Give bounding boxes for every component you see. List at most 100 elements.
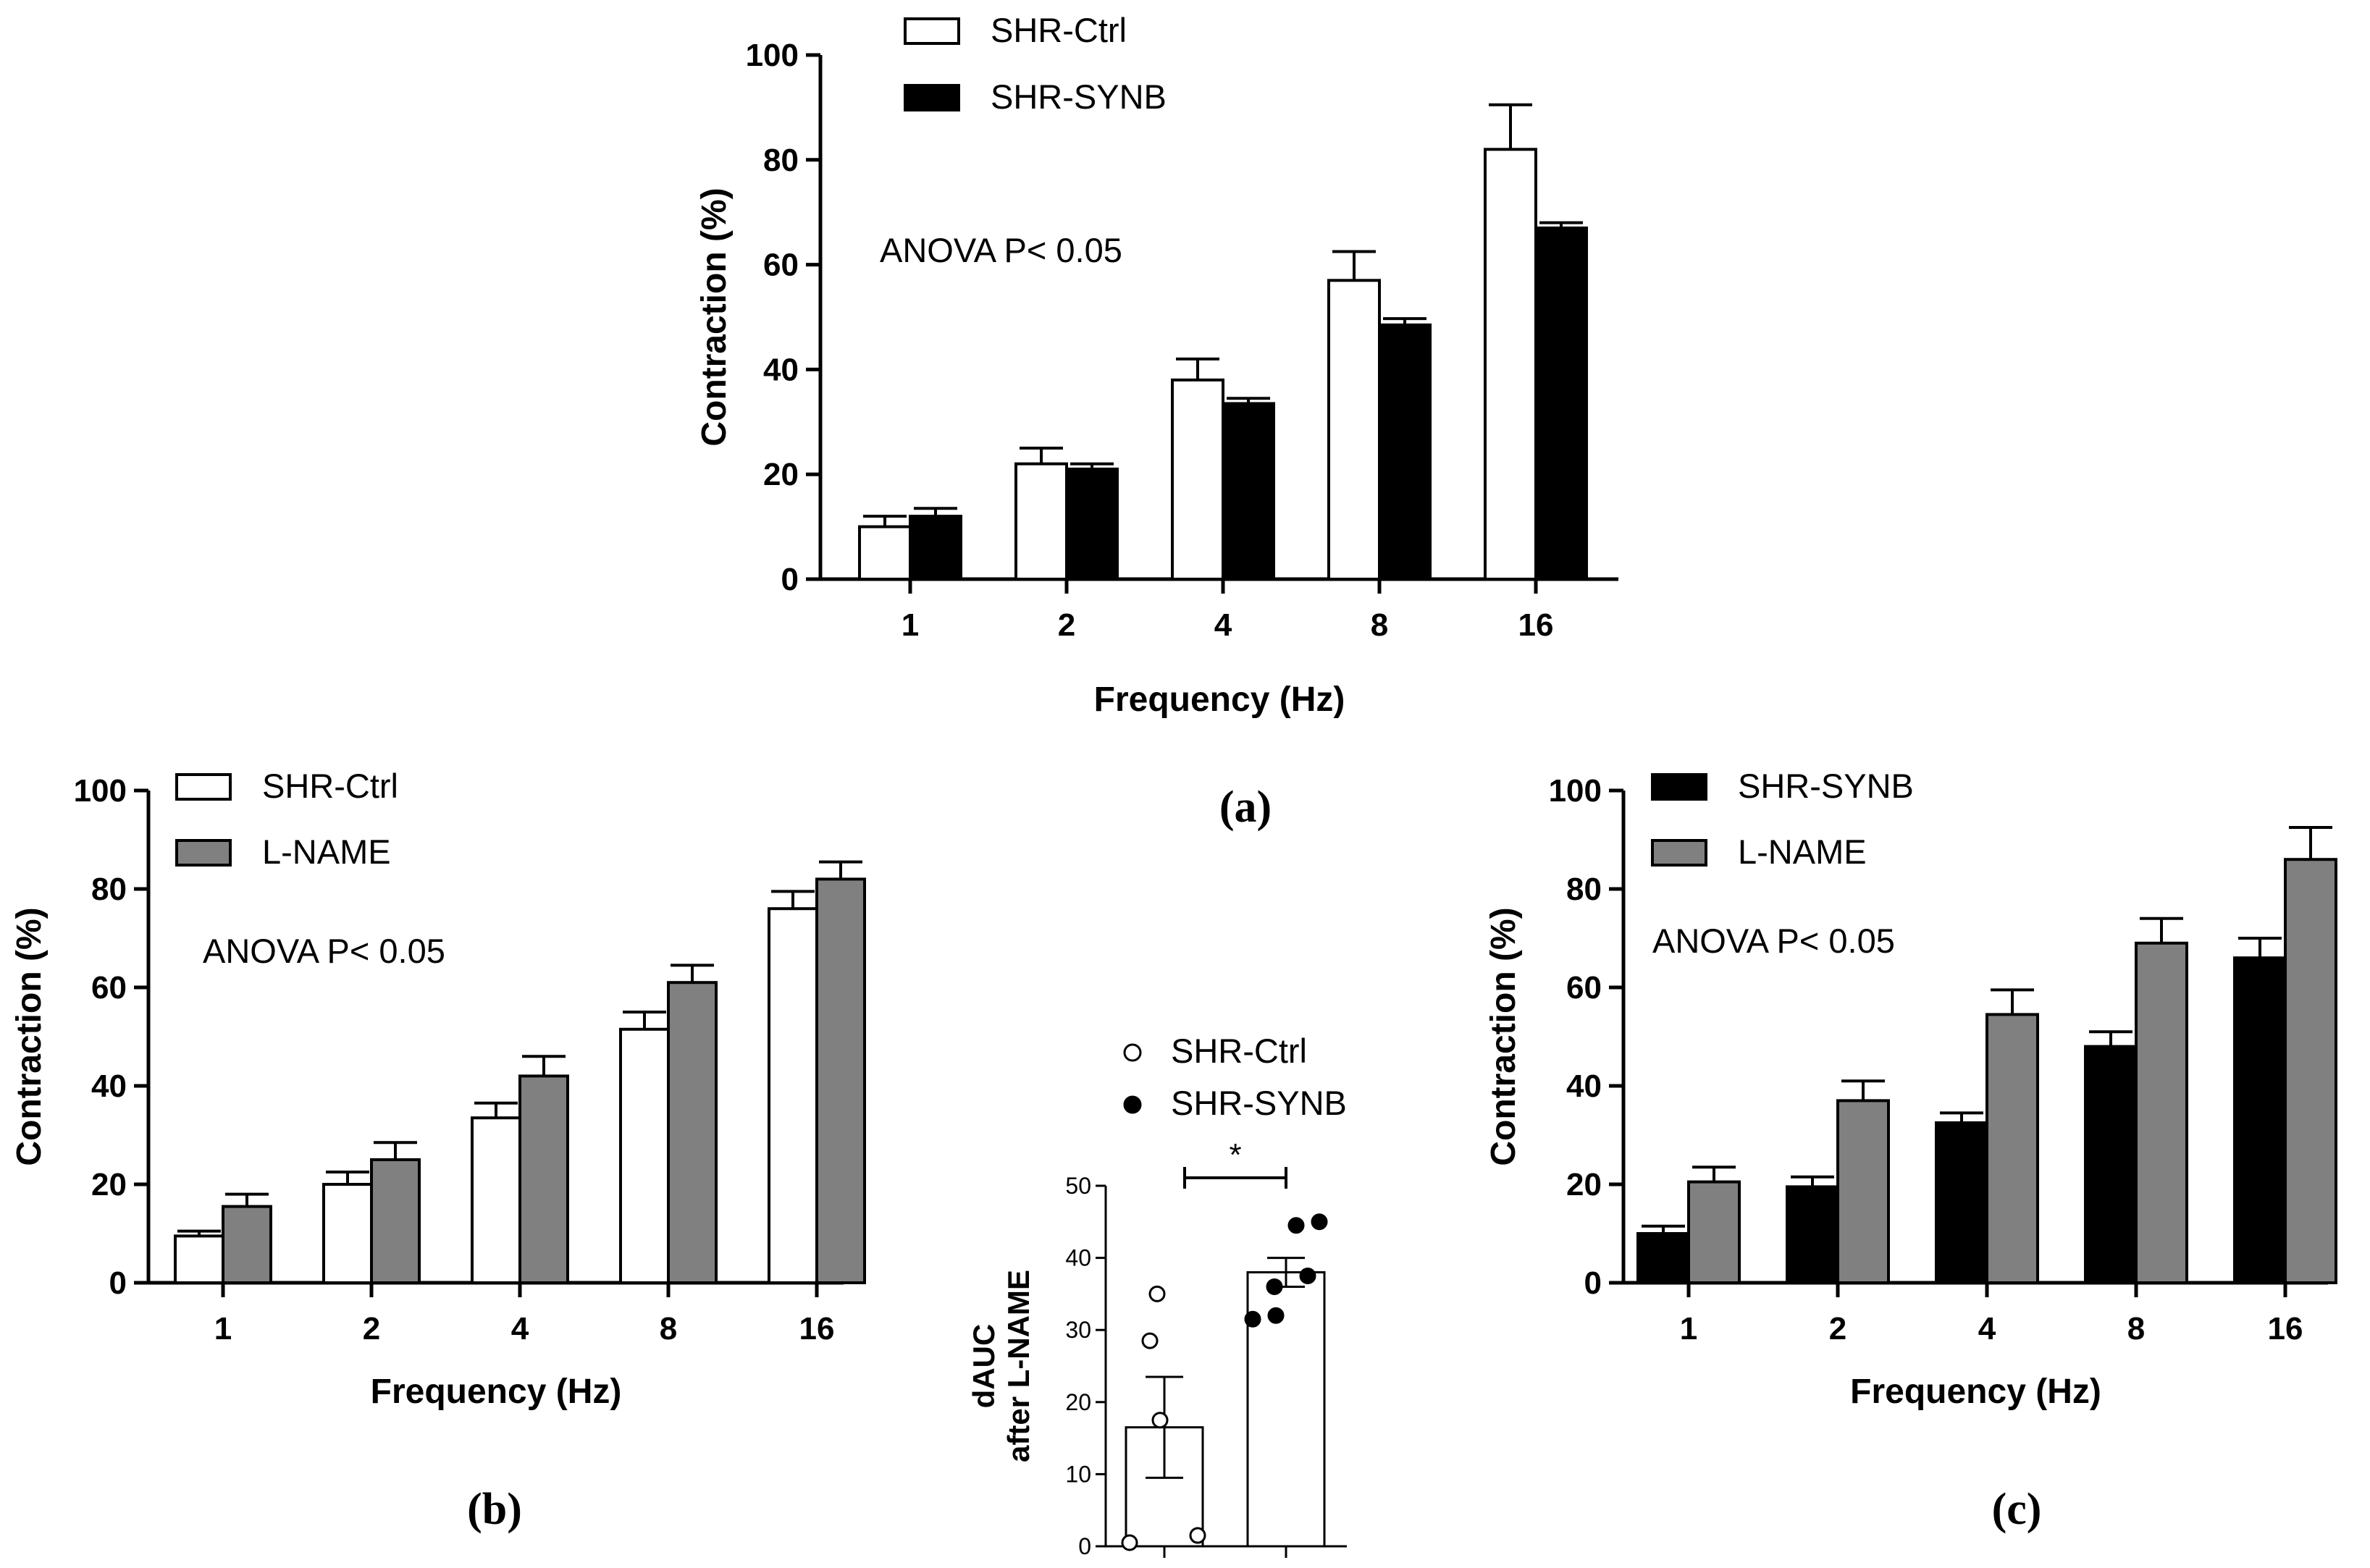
x-tick-label: 2	[1058, 607, 1075, 643]
x-tick-label: 4	[1214, 607, 1232, 643]
legend-swatch	[175, 773, 232, 801]
data-point	[1267, 1307, 1285, 1324]
y-tick-label: 0	[109, 1265, 127, 1301]
bar	[909, 515, 962, 581]
data-point	[1287, 1217, 1305, 1234]
y-tick-label: 40	[1065, 1245, 1091, 1271]
panel-label-b: (b)	[467, 1485, 522, 1534]
legend-label: L-NAME	[262, 833, 391, 871]
x-axis-label: Frequency (Hz)	[371, 1373, 622, 1411]
anova-annotation: ANOVA P< 0.05	[880, 231, 1122, 269]
y-tick-label: 10	[1065, 1461, 1091, 1487]
y-tick-label: 40	[91, 1068, 127, 1104]
x-tick-label: 1	[902, 607, 919, 643]
bar	[322, 1183, 373, 1284]
chart-b: 0 20 40 60 80 100 1 2 4 8 16 Contraction (%) Frequen…	[10, 767, 866, 1411]
bar	[667, 981, 718, 1284]
legend-marker	[1123, 1043, 1142, 1062]
anova-annotation: ANOVA P< 0.05	[1652, 922, 1895, 960]
bar	[174, 1234, 224, 1285]
bar	[1786, 1185, 1839, 1285]
y-tick-label: 0	[781, 562, 799, 597]
x-tick-label: 8	[2127, 1311, 2145, 1346]
y-tick-label: 60	[1566, 970, 1602, 1006]
bar	[1985, 1013, 2039, 1285]
y-tick-label: 80	[1566, 872, 1602, 907]
bar	[1484, 148, 1537, 581]
bar	[1378, 323, 1432, 581]
x-tick-label: 16	[799, 1311, 835, 1346]
bar	[222, 1205, 272, 1284]
bar	[2135, 941, 2188, 1285]
bar	[1327, 279, 1381, 581]
x-axis-label: Frequency (Hz)	[1094, 680, 1345, 719]
legend-swatch	[904, 17, 960, 45]
y-tick-label: 80	[763, 143, 799, 178]
data-point	[1299, 1268, 1316, 1284]
y-axis-label-line: after L-NAME	[1001, 1270, 1035, 1462]
x-tick-label: 16	[2268, 1311, 2303, 1346]
bar	[1534, 226, 1588, 581]
y-tick-label: 60	[763, 248, 799, 283]
legend-label: SHR-Ctrl	[1171, 1032, 1307, 1070]
legend-label: L-NAME	[1738, 833, 1867, 871]
x-tick-label: 4	[1978, 1311, 1996, 1346]
panel-label-a: (a)	[1219, 783, 1272, 832]
x-tick-label: 8	[1371, 607, 1388, 643]
x-tick-label: 4	[511, 1311, 529, 1346]
bar	[619, 1027, 670, 1285]
x-tick-label: 2	[1829, 1311, 1846, 1346]
y-tick-label: 50	[1065, 1173, 1091, 1199]
y-axis-label-line: dAUC	[967, 1324, 1001, 1409]
x-axis-label: Frequency (Hz)	[1850, 1373, 2101, 1411]
legend-label: SHR-Ctrl	[262, 767, 398, 805]
data-point	[1141, 1332, 1159, 1349]
legend-swatch	[1651, 839, 1707, 867]
anova-annotation: ANOVA P< 0.05	[203, 932, 445, 970]
x-tick-label: 1	[1680, 1311, 1697, 1346]
data-point	[1266, 1278, 1283, 1295]
y-axis-label: Contraction (%)	[10, 907, 49, 1166]
y-tick-label: 0	[1584, 1265, 1602, 1301]
data-point	[1151, 1412, 1169, 1429]
bar	[1065, 467, 1119, 581]
x-tick-label: 1	[214, 1311, 232, 1346]
bar	[1171, 378, 1224, 581]
bar	[1935, 1121, 1988, 1284]
legend-label: SHR-Ctrl	[991, 11, 1127, 49]
legend-label: SHR-SYNB	[991, 77, 1167, 116]
chart-c: 0 20 40 60 80 100 1 2 4 8 16 Contraction (%) Frequen…	[1484, 767, 2337, 1411]
y-axis-label: Contraction (%)	[1484, 907, 1523, 1166]
y-tick-label: 100	[746, 38, 799, 73]
y-tick-label: 80	[91, 872, 127, 907]
chart-inset: 0 10 20 30 40 50 dAUCafter L-NAME * SHR-Ctrl SHR-…	[967, 1032, 1347, 1559]
bar	[370, 1158, 421, 1284]
bar	[518, 1074, 569, 1285]
bar	[858, 525, 912, 581]
chart-a: 0 20 40 60 80 100 1 2 4 8 16 Contraction (%) Frequen…	[695, 11, 1618, 719]
legend-label: SHR-SYNB	[1171, 1084, 1347, 1122]
bar	[2084, 1045, 2138, 1284]
x-tick-label: 8	[660, 1311, 677, 1346]
panel-label-c: (c)	[1992, 1485, 2042, 1534]
y-tick-label: 20	[1566, 1167, 1602, 1202]
legend-swatch	[1651, 773, 1707, 801]
y-axis-label: Contraction (%)	[695, 187, 734, 446]
legend-swatch	[175, 839, 232, 867]
data-point	[1189, 1527, 1206, 1544]
bar	[471, 1116, 521, 1284]
bar	[1246, 1271, 1326, 1548]
y-tick-label: 40	[763, 352, 799, 387]
bar	[1636, 1232, 1690, 1284]
bar	[1014, 462, 1068, 581]
data-point	[1244, 1310, 1261, 1328]
x-tick-label: 16	[1518, 607, 1554, 643]
bar	[2233, 956, 2287, 1284]
y-tick-label: 100	[74, 773, 127, 809]
data-point	[1148, 1285, 1166, 1302]
data-point	[1311, 1213, 1328, 1231]
bar	[1836, 1099, 1890, 1285]
x-tick-label: 2	[363, 1311, 380, 1346]
y-tick-label: 20	[91, 1167, 127, 1202]
